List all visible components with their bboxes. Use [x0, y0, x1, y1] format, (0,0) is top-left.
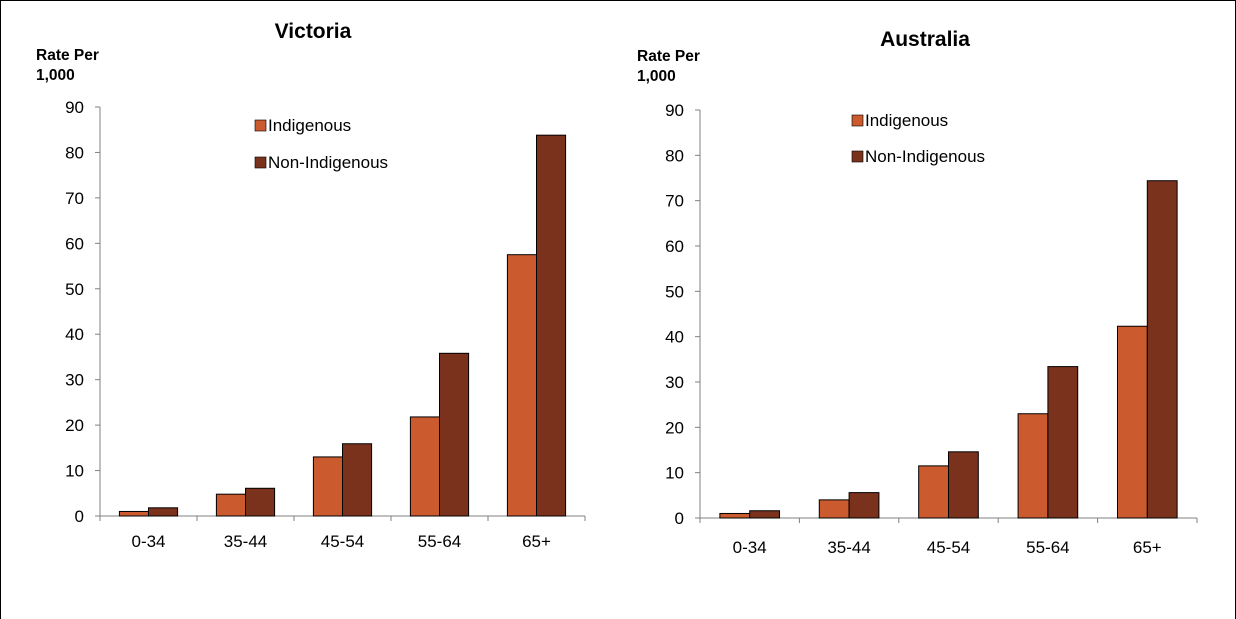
x-tick-label: 45-54 — [321, 532, 364, 551]
y-tick-label: 70 — [665, 192, 684, 211]
y-tick-label: 0 — [75, 507, 84, 526]
x-tick-label: 35-44 — [224, 532, 267, 551]
australia-title: Australia — [880, 28, 970, 51]
y-tick-label: 50 — [65, 280, 84, 299]
victoria-bars — [118, 134, 567, 517]
y-tick-label: 80 — [665, 146, 684, 165]
x-tick-label: 55-64 — [1026, 538, 1069, 557]
y-tick-label: 40 — [65, 325, 84, 344]
x-tick-label: 35-44 — [827, 538, 870, 557]
y-tick-label: 10 — [65, 462, 84, 481]
victoria-ticks: 0 10 20 30 40 50 60 70 80 90 0-34 35-44 45-54 55-64 65… — [65, 98, 551, 551]
y-tick-label: 60 — [65, 234, 84, 253]
bar-indigenous — [118, 510, 150, 517]
y-tick-label: 20 — [65, 416, 84, 435]
y-tick-label: 0 — [675, 509, 684, 528]
bar-non-indigenous — [439, 352, 470, 517]
y-tick-label: 80 — [65, 143, 84, 162]
bar-indigenous — [719, 512, 751, 519]
australia-ylabel-line2: 1,000 — [637, 68, 676, 85]
x-tick-label: 65+ — [1133, 538, 1162, 557]
y-tick-label: 30 — [665, 373, 684, 392]
bar-non-indigenous — [1146, 180, 1178, 519]
y-tick-label: 90 — [665, 101, 684, 120]
bar-indigenous — [215, 493, 246, 517]
x-tick-label: 45-54 — [927, 538, 970, 557]
bar-indigenous — [918, 465, 949, 519]
y-tick-label: 10 — [665, 464, 684, 483]
y-tick-label: 20 — [665, 418, 684, 437]
bar-non-indigenous — [245, 487, 276, 517]
bar-indigenous — [1116, 325, 1148, 519]
y-tick-label: 30 — [65, 371, 84, 390]
legend-swatch-non-indigenous — [254, 156, 267, 169]
victoria-legend: Indigenous Non-Indigenous — [254, 116, 388, 172]
bar-non-indigenous — [848, 492, 880, 519]
bar-non-indigenous — [749, 510, 781, 519]
legend-label-non-indigenous: Non-Indigenous — [865, 147, 985, 166]
bar-indigenous — [312, 456, 343, 517]
y-tick-label: 50 — [665, 282, 684, 301]
australia-ticks: 0 10 20 30 40 50 60 70 80 90 0-34 35-44 45-54 55-64 65… — [665, 101, 1162, 557]
legend-label-indigenous: Indigenous — [268, 116, 351, 135]
bar-indigenous — [409, 416, 440, 517]
bar-non-indigenous — [148, 507, 179, 517]
x-tick-label: 0-34 — [131, 532, 165, 551]
y-tick-label: 60 — [665, 237, 684, 256]
bar-indigenous — [506, 254, 537, 517]
y-tick-label: 90 — [65, 98, 84, 117]
x-tick-label: 55-64 — [418, 532, 461, 551]
y-tick-label: 70 — [65, 189, 84, 208]
australia-legend: Indigenous Non-Indigenous — [851, 111, 985, 166]
legend-swatch-indigenous — [851, 114, 864, 127]
x-tick-label: 65+ — [522, 532, 551, 551]
bar-non-indigenous — [1047, 366, 1079, 519]
victoria-ylabel-line2: 1,000 — [36, 67, 75, 84]
australia-ylabel-line1: Rate Per — [637, 48, 700, 65]
y-tick-label: 40 — [665, 328, 684, 347]
bar-indigenous — [1017, 413, 1049, 519]
legend-label-non-indigenous: Non-Indigenous — [268, 153, 388, 172]
legend-swatch-non-indigenous — [851, 150, 864, 163]
australia-bars — [719, 180, 1178, 519]
bar-non-indigenous — [536, 134, 567, 517]
victoria-title: Victoria — [275, 20, 352, 43]
bar-non-indigenous — [948, 451, 979, 519]
victoria-ylabel-line1: Rate Per — [36, 47, 99, 64]
bar-non-indigenous — [342, 443, 373, 517]
legend-swatch-indigenous — [254, 119, 267, 132]
victoria-panel: Victoria Rate Per 1,000 0 10 20 30 40 50 60 70 8… — [36, 20, 586, 551]
x-tick-label: 0-34 — [733, 538, 767, 557]
bar-indigenous — [818, 499, 850, 519]
australia-panel: Australia Rate Per 1,000 0 10 20 30 40 50 60 70… — [637, 28, 1198, 557]
legend-label-indigenous: Indigenous — [865, 111, 948, 130]
